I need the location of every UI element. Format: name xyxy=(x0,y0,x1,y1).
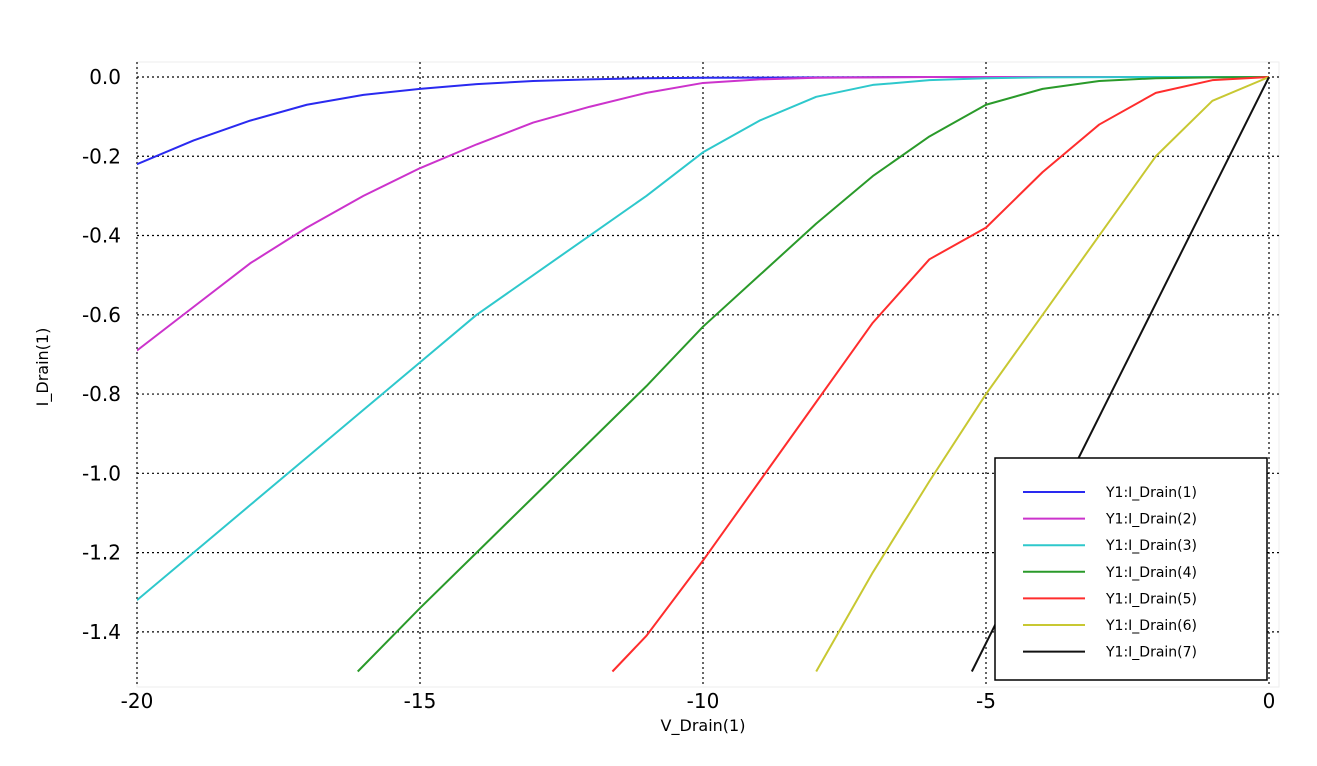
y-tick-label: -1.2 xyxy=(82,541,121,565)
legend-label: Y1:I_Drain(7) xyxy=(1105,645,1197,661)
series-line-5 xyxy=(611,76,1270,673)
y-tick-label: 0.0 xyxy=(89,65,121,89)
y-axis-label: I_Drain(1) xyxy=(33,328,53,407)
legend-label: Y1:I_Drain(2) xyxy=(1105,512,1197,528)
y-tick-label: -0.2 xyxy=(82,144,121,168)
legend-label: Y1:I_Drain(5) xyxy=(1105,591,1197,607)
x-tick-label: -5 xyxy=(976,689,996,713)
legend: Y1:I_Drain(1) Y1:I_Drain(2) Y1:I_Drain(3) Y… xyxy=(994,457,1268,681)
series-line-6 xyxy=(815,76,1270,672)
x-axis-label: V_Drain(1) xyxy=(661,716,746,736)
y-tick-label: -1.0 xyxy=(82,461,121,485)
legend-label: Y1:I_Drain(6) xyxy=(1105,618,1197,634)
y-tick-label: -1.4 xyxy=(82,620,121,644)
series-line-2 xyxy=(137,76,1269,352)
y-tick-label: -0.8 xyxy=(82,382,121,406)
x-axis-ticks: -20 -15 -10 -5 0 xyxy=(121,689,1276,713)
legend-label: Y1:I_Drain(1) xyxy=(1105,485,1197,501)
x-tick-label: -20 xyxy=(121,689,154,713)
y-tick-label: -0.6 xyxy=(82,303,121,327)
series-line-3 xyxy=(137,76,1269,601)
legend-label: Y1:I_Drain(4) xyxy=(1105,565,1197,581)
legend-label: Y1:I_Drain(3) xyxy=(1105,538,1197,554)
x-tick-label: -10 xyxy=(687,689,720,713)
x-tick-label: -15 xyxy=(404,689,437,713)
y-tick-label: -0.4 xyxy=(82,224,121,248)
x-tick-label: 0 xyxy=(1263,689,1276,713)
legend-box xyxy=(994,457,1268,681)
y-axis-ticks: 0.0 -0.2 -0.4 -0.6 -0.8 -1.0 -1.2 -1.4 xyxy=(82,65,121,644)
series-line-4 xyxy=(357,76,1270,673)
